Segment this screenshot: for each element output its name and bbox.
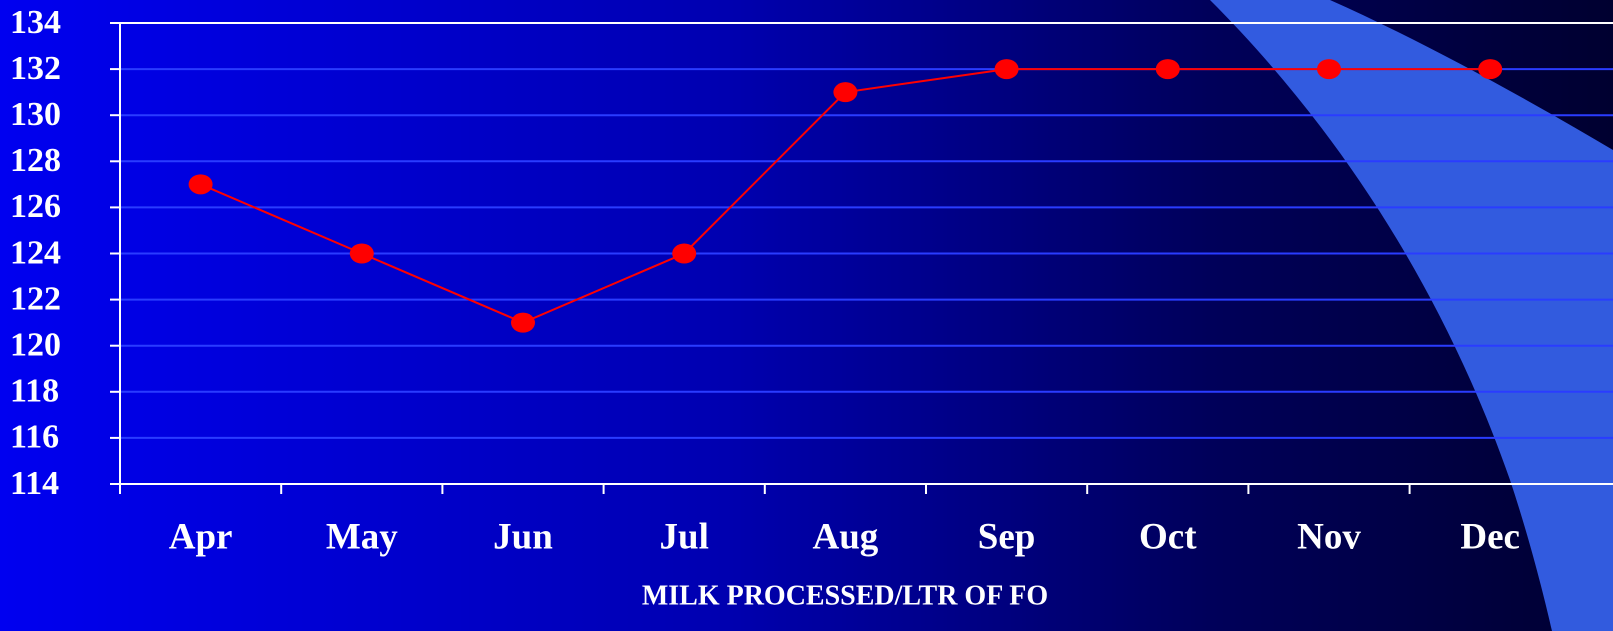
data-point (511, 312, 535, 333)
y-tick-label: 120 (10, 326, 61, 363)
data-point (672, 243, 697, 264)
y-tick-label: 128 (10, 142, 61, 179)
x-tick-label: Jun (493, 516, 553, 557)
y-tick-label: 124 (10, 234, 61, 271)
y-tick-label: 130 (10, 96, 61, 133)
data-point (1478, 59, 1503, 80)
data-point (833, 82, 858, 103)
y-tick-label: 122 (10, 280, 61, 317)
data-point (994, 59, 1019, 80)
x-tick-label: Nov (1297, 516, 1361, 557)
y-tick-label: 134 (10, 4, 61, 41)
decor-swoosh (1210, 0, 1613, 631)
y-tick-label: 132 (10, 50, 61, 87)
data-point (1317, 59, 1341, 80)
data-point (188, 174, 213, 195)
data-point (1155, 59, 1180, 80)
x-tick-label: May (326, 516, 398, 557)
y-tick-label: 114 (10, 465, 59, 502)
x-axis-label: MILK PROCESSED/LTR OF FO (642, 580, 1048, 611)
x-tick-label: Aug (812, 516, 878, 557)
y-tick-label: 118 (10, 373, 59, 410)
x-tick-label: Jul (660, 516, 709, 557)
x-tick-label: Apr (169, 516, 233, 557)
y-tick-label: 126 (10, 188, 61, 225)
y-tick-label: 116 (10, 419, 59, 456)
x-tick-label: Oct (1139, 516, 1197, 557)
x-tick-label: Dec (1460, 516, 1520, 557)
data-point (349, 243, 374, 264)
x-tick-label: Sep (978, 516, 1036, 557)
